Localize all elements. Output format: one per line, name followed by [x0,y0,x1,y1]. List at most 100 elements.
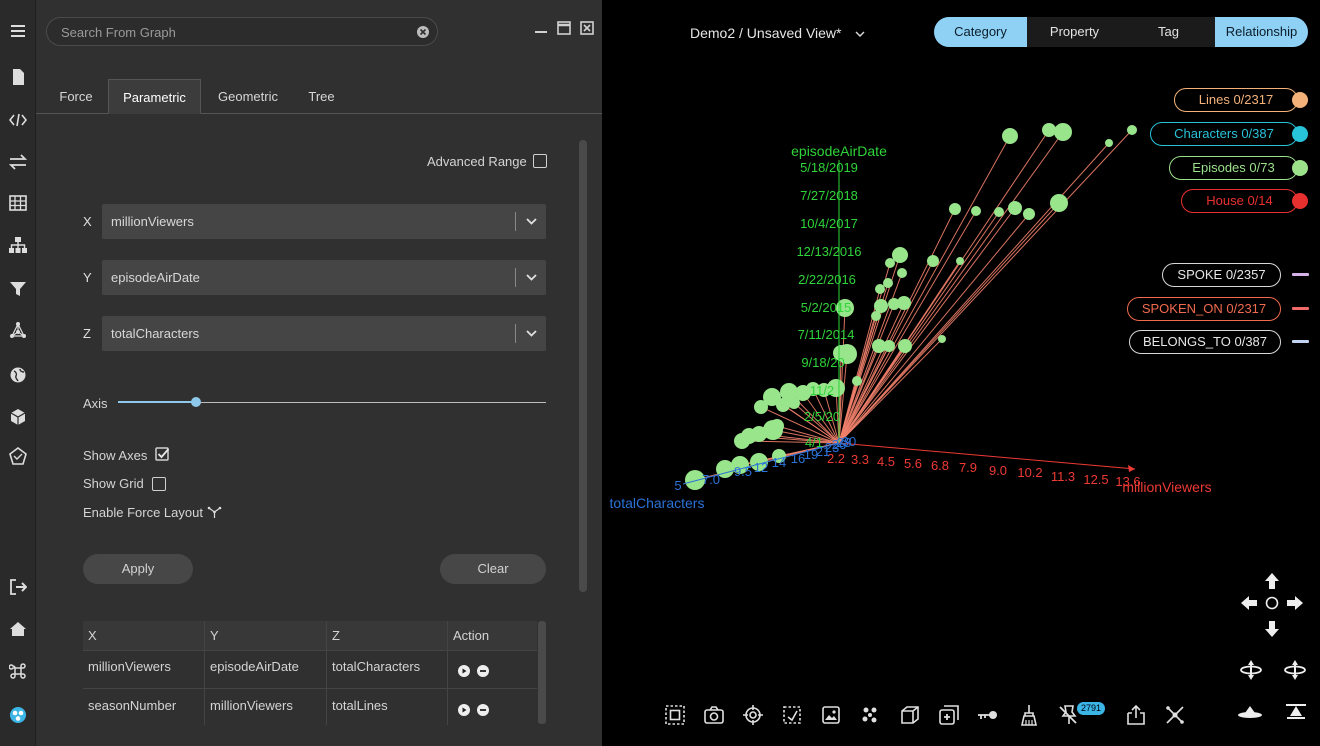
select-all-icon[interactable] [664,704,686,726]
advanced-range-checkbox[interactable] [533,154,547,168]
edge-line [838,213,1030,444]
episode-node [852,376,862,386]
network-icon[interactable] [0,313,36,347]
play-icon[interactable] [458,665,470,677]
force-layout-icon[interactable] [207,505,222,519]
seg-category[interactable]: Category [934,17,1027,47]
cube-icon[interactable] [0,400,36,434]
pan-right-icon[interactable] [1286,594,1304,612]
image-icon[interactable] [820,704,842,726]
episode-node [885,258,895,268]
tab-geometric[interactable]: Geometric [218,89,278,104]
target-icon[interactable] [742,704,764,726]
cluster-icon[interactable] [859,704,881,726]
filter-icon[interactable] [0,272,36,306]
box-3d-icon[interactable] [899,704,921,726]
clear-button[interactable]: Clear [440,554,546,584]
maximize-icon[interactable] [557,21,571,35]
legend-edge-0[interactable]: SPOKE 0/2357 [1162,263,1281,287]
tab-parametric[interactable]: Parametric [108,79,201,114]
rotate-right-icon[interactable] [1283,658,1307,682]
command-icon[interactable] [0,654,36,688]
expand-links-icon[interactable] [1164,704,1186,726]
clean-brush-icon[interactable] [1017,704,1039,726]
hierarchy-icon[interactable] [0,228,36,262]
z-axis-select[interactable]: totalCharacters [102,316,546,351]
view-title[interactable]: Demo2 / Unsaved View* [690,25,865,41]
legend-edge-1[interactable]: SPOKEN_ON 0/2317 [1127,297,1281,321]
legend-node-2[interactable]: Episodes 0/73 [1169,156,1298,180]
legend-node-0[interactable]: Lines 0/2317 [1174,88,1298,112]
close-icon[interactable] [580,21,594,35]
edge-line [793,402,840,444]
hamburger-menu-icon[interactable] [0,14,36,48]
apply-button[interactable]: Apply [83,554,193,584]
polygon-icon[interactable] [0,439,36,473]
seg-relationship[interactable]: Relationship [1215,17,1308,47]
minimize-icon[interactable] [534,21,548,35]
x-axis-title: millionViewers [1122,479,1211,495]
edge-line [838,345,906,444]
tilt-down-icon[interactable] [1237,703,1263,721]
legend-node-3[interactable]: House 0/14 [1181,189,1298,213]
table-icon[interactable] [0,186,36,220]
episode-node [788,397,800,409]
legend-edge-2[interactable]: BELONGS_TO 0/387 [1129,330,1281,354]
tab-tree[interactable]: Tree [308,89,335,104]
clear-search-icon[interactable] [417,26,429,38]
unpin-icon[interactable] [1057,704,1079,726]
x-axis-select[interactable]: millionViewers [102,204,546,239]
show-axes-checkbox[interactable] [155,446,171,462]
color-mode-switch: Category Property Tag Relationship [934,17,1308,47]
panel-scrollbar-thumb[interactable] [579,140,587,592]
remove-icon[interactable] [477,665,489,677]
camera-icon[interactable] [703,704,725,726]
reset-view-icon[interactable] [1265,596,1279,610]
icon-rail [0,0,36,746]
export-icon[interactable] [1125,704,1147,726]
edge-line [838,129,1133,444]
episode-node [883,340,895,352]
code-icon[interactable] [0,103,36,137]
legend-node-1[interactable]: Characters 0/387 [1150,122,1298,146]
edge-line [823,389,840,444]
y-axis-select[interactable]: episodeAirDate [102,260,546,295]
pan-up-icon[interactable] [1263,572,1281,590]
episode-node [763,388,781,406]
edge-line [782,404,840,444]
table-scrollbar[interactable] [538,621,546,724]
show-grid-checkbox[interactable] [152,477,166,491]
episode-node [938,335,946,343]
layout-panel: Force Parametric Geometric Tree Advanced… [36,0,602,746]
logout-icon[interactable] [0,570,36,604]
axis-slider-track[interactable] [118,402,546,403]
app-logo-icon[interactable] [0,698,36,732]
document-icon[interactable] [0,60,36,94]
z-tick-label: 30 [842,434,856,449]
tab-force[interactable]: Force [59,89,93,104]
add-layer-icon[interactable] [938,704,960,726]
edge-line [838,210,977,444]
remove-icon[interactable] [477,704,489,716]
rotate-left-icon[interactable] [1239,658,1263,682]
key-icon[interactable] [977,704,999,726]
edge-line [838,345,890,444]
search-input[interactable] [61,23,401,41]
episode-node [806,382,820,396]
header-y: Y [205,621,327,651]
pan-down-icon[interactable] [1263,620,1281,638]
home-icon[interactable] [0,612,36,646]
chevron-down-icon [855,31,865,37]
swap-icon[interactable] [0,145,36,179]
pan-left-icon[interactable] [1240,594,1258,612]
episode-node [927,255,939,267]
seg-tag[interactable]: Tag [1158,24,1179,39]
seg-property[interactable]: Property [1049,24,1100,39]
z-tick-label: 19 [804,447,818,462]
globe-icon[interactable] [0,358,36,392]
tilt-up-icon[interactable] [1284,703,1308,721]
play-icon[interactable] [458,704,470,716]
graph-canvas[interactable]: episodeAirDate 5/18/2019 7/27/2018 10/4/201… [603,0,1320,746]
axis-slider-thumb[interactable] [191,397,201,407]
invert-selection-icon[interactable] [781,704,803,726]
